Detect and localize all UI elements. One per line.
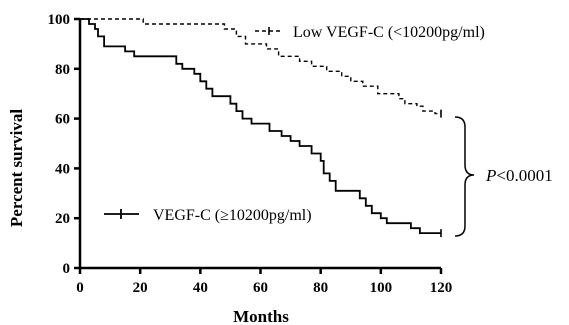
y-tick-label: 60 bbox=[55, 112, 70, 128]
x-tick-label: 100 bbox=[370, 280, 393, 296]
significance-bracket bbox=[454, 116, 475, 237]
x-axis-label: Months bbox=[233, 307, 289, 325]
x-tick-label: 0 bbox=[76, 280, 84, 296]
x-tick-label: 120 bbox=[430, 280, 453, 296]
x-tick-label: 20 bbox=[133, 280, 148, 296]
x-tick-label: 40 bbox=[193, 280, 208, 296]
y-axis-label: Percent survival bbox=[7, 109, 26, 227]
p-value-annotation: P<0.0001 bbox=[485, 166, 553, 185]
y-axis: 0 20 40 60 80 100 bbox=[48, 12, 82, 277]
x-tick-label: 60 bbox=[253, 280, 268, 296]
y-tick-label: 0 bbox=[63, 261, 71, 277]
series-low-vegf-line bbox=[80, 18, 441, 115]
legend-low-vegf-label: Low VEGF-C (<10200pg/ml) bbox=[293, 24, 485, 41]
y-tick-label: 80 bbox=[55, 62, 70, 78]
y-tick-label: 100 bbox=[48, 12, 71, 28]
y-tick-label: 20 bbox=[55, 211, 70, 227]
y-tick-label: 40 bbox=[55, 161, 70, 177]
x-axis: 0 20 40 60 80 100 120 bbox=[76, 266, 453, 296]
x-tick-label: 80 bbox=[313, 280, 328, 296]
legend-vegf-label: VEGF-C (≥10200pg/ml) bbox=[153, 207, 312, 224]
legend-low-vegf: Low VEGF-C (<10200pg/ml) bbox=[255, 24, 485, 41]
series-vegf-line bbox=[80, 18, 441, 234]
plot-area bbox=[80, 18, 442, 238]
legend-vegf: VEGF-C (≥10200pg/ml) bbox=[104, 207, 312, 224]
